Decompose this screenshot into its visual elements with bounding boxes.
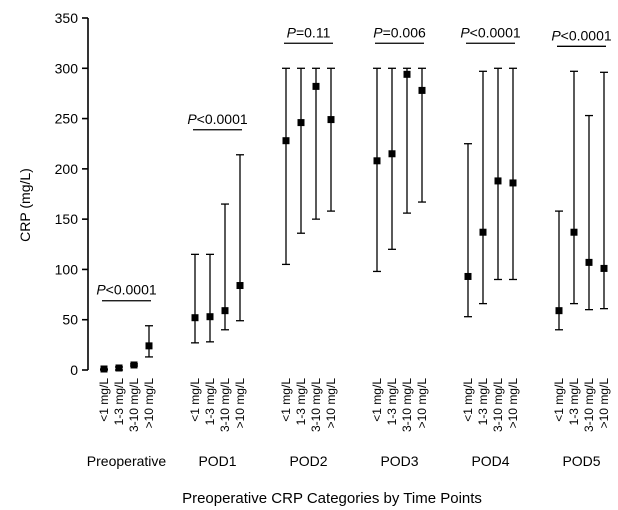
category-label: 1-3 mg/L	[567, 378, 581, 426]
y-tick-label: 50	[62, 312, 78, 328]
category-label: <1 mg/L	[552, 378, 566, 422]
median-marker	[282, 137, 290, 145]
y-axis-label: CRP (mg/L)	[17, 168, 33, 242]
median-marker	[464, 272, 472, 280]
p-value-text: <0.0001	[106, 282, 157, 298]
category-label: >10 mg/L	[415, 378, 429, 429]
median-marker	[221, 307, 229, 315]
group-label: POD4	[471, 453, 509, 469]
category-label: <1 mg/L	[370, 378, 384, 422]
y-tick-label: 150	[55, 211, 79, 227]
p-value-symbol: P	[96, 282, 106, 298]
median-marker	[327, 116, 335, 124]
category-label: <1 mg/L	[97, 378, 111, 422]
group-label: Preoperative	[87, 453, 167, 469]
p-value-symbol: P	[287, 24, 297, 40]
y-tick-label: 350	[55, 10, 79, 26]
p-value-symbol: P	[460, 24, 470, 40]
median-marker	[388, 150, 396, 158]
category-label: 3-10 mg/L	[400, 378, 414, 432]
median-marker	[115, 364, 123, 372]
category-label: 1-3 mg/L	[385, 378, 399, 426]
median-marker	[373, 157, 381, 165]
median-marker	[206, 313, 214, 321]
p-value-text: <0.0001	[470, 24, 521, 40]
median-marker	[236, 282, 244, 290]
median-marker	[130, 361, 138, 369]
category-label: >10 mg/L	[324, 378, 338, 429]
category-label: >10 mg/L	[233, 378, 247, 429]
category-label: >10 mg/L	[597, 378, 611, 429]
category-label: 3-10 mg/L	[218, 378, 232, 432]
median-marker	[145, 342, 153, 350]
p-value-text: <0.0001	[197, 111, 248, 127]
median-marker	[494, 177, 502, 185]
median-marker	[297, 119, 305, 127]
median-marker	[312, 82, 320, 90]
group-label: POD2	[289, 453, 327, 469]
median-marker	[555, 307, 563, 315]
p-value-label: P=0.11	[287, 24, 331, 40]
category-labels: <1 mg/L 1-3 mg/L 3-10 mg/L >10 mg/LPreopera…	[87, 378, 611, 469]
y-tick-label: 100	[55, 261, 79, 277]
y-tick-label: 250	[55, 111, 79, 127]
category-label: 1-3 mg/L	[203, 378, 217, 426]
median-marker	[479, 228, 487, 236]
category-label: 1-3 mg/L	[294, 378, 308, 426]
p-value-text: <0.0001	[561, 27, 612, 43]
category-label: 1-3 mg/L	[476, 378, 490, 426]
p-value-label: P<0.0001	[187, 111, 248, 127]
p-value-label: P<0.0001	[96, 282, 157, 298]
category-label: <1 mg/L	[188, 378, 202, 422]
category-label: 3-10 mg/L	[582, 378, 596, 432]
category-label: <1 mg/L	[279, 378, 293, 422]
median-marker	[191, 314, 199, 322]
category-label: <1 mg/L	[461, 378, 475, 422]
median-marker	[418, 86, 426, 94]
category-label: 3-10 mg/L	[309, 378, 323, 432]
category-label: 3-10 mg/L	[491, 378, 505, 432]
p-value-label: P=0.006	[373, 24, 426, 40]
category-label: 1-3 mg/L	[112, 378, 126, 426]
y-tick-label: 0	[70, 362, 78, 378]
p-value-symbol: P	[187, 111, 197, 127]
x-axis-label: Preoperative CRP Categories by Time Poin…	[182, 490, 482, 507]
median-marker	[600, 264, 608, 272]
category-label: 3-10 mg/L	[127, 378, 141, 432]
axes: 0 50 100 150 200 250 300 350	[55, 10, 89, 378]
p-value-text: =0.11	[296, 24, 331, 40]
category-label: >10 mg/L	[506, 378, 520, 429]
y-tick-label: 200	[55, 161, 79, 177]
median-marker	[570, 228, 578, 236]
median-marker	[585, 258, 593, 266]
median-marker	[403, 70, 411, 78]
group-label: POD1	[198, 453, 236, 469]
median-marker	[100, 365, 108, 373]
p-value-symbol: P	[373, 24, 383, 40]
median-marker	[509, 179, 517, 187]
category-label: >10 mg/L	[142, 378, 156, 429]
p-value-label: P<0.0001	[460, 24, 521, 40]
p-value-symbol: P	[551, 27, 561, 43]
group-label: POD5	[562, 453, 600, 469]
y-tick-label: 300	[55, 60, 79, 76]
p-value-text: =0.006	[383, 24, 426, 40]
p-value-label: P<0.0001	[551, 27, 612, 43]
group-label: POD3	[380, 453, 418, 469]
